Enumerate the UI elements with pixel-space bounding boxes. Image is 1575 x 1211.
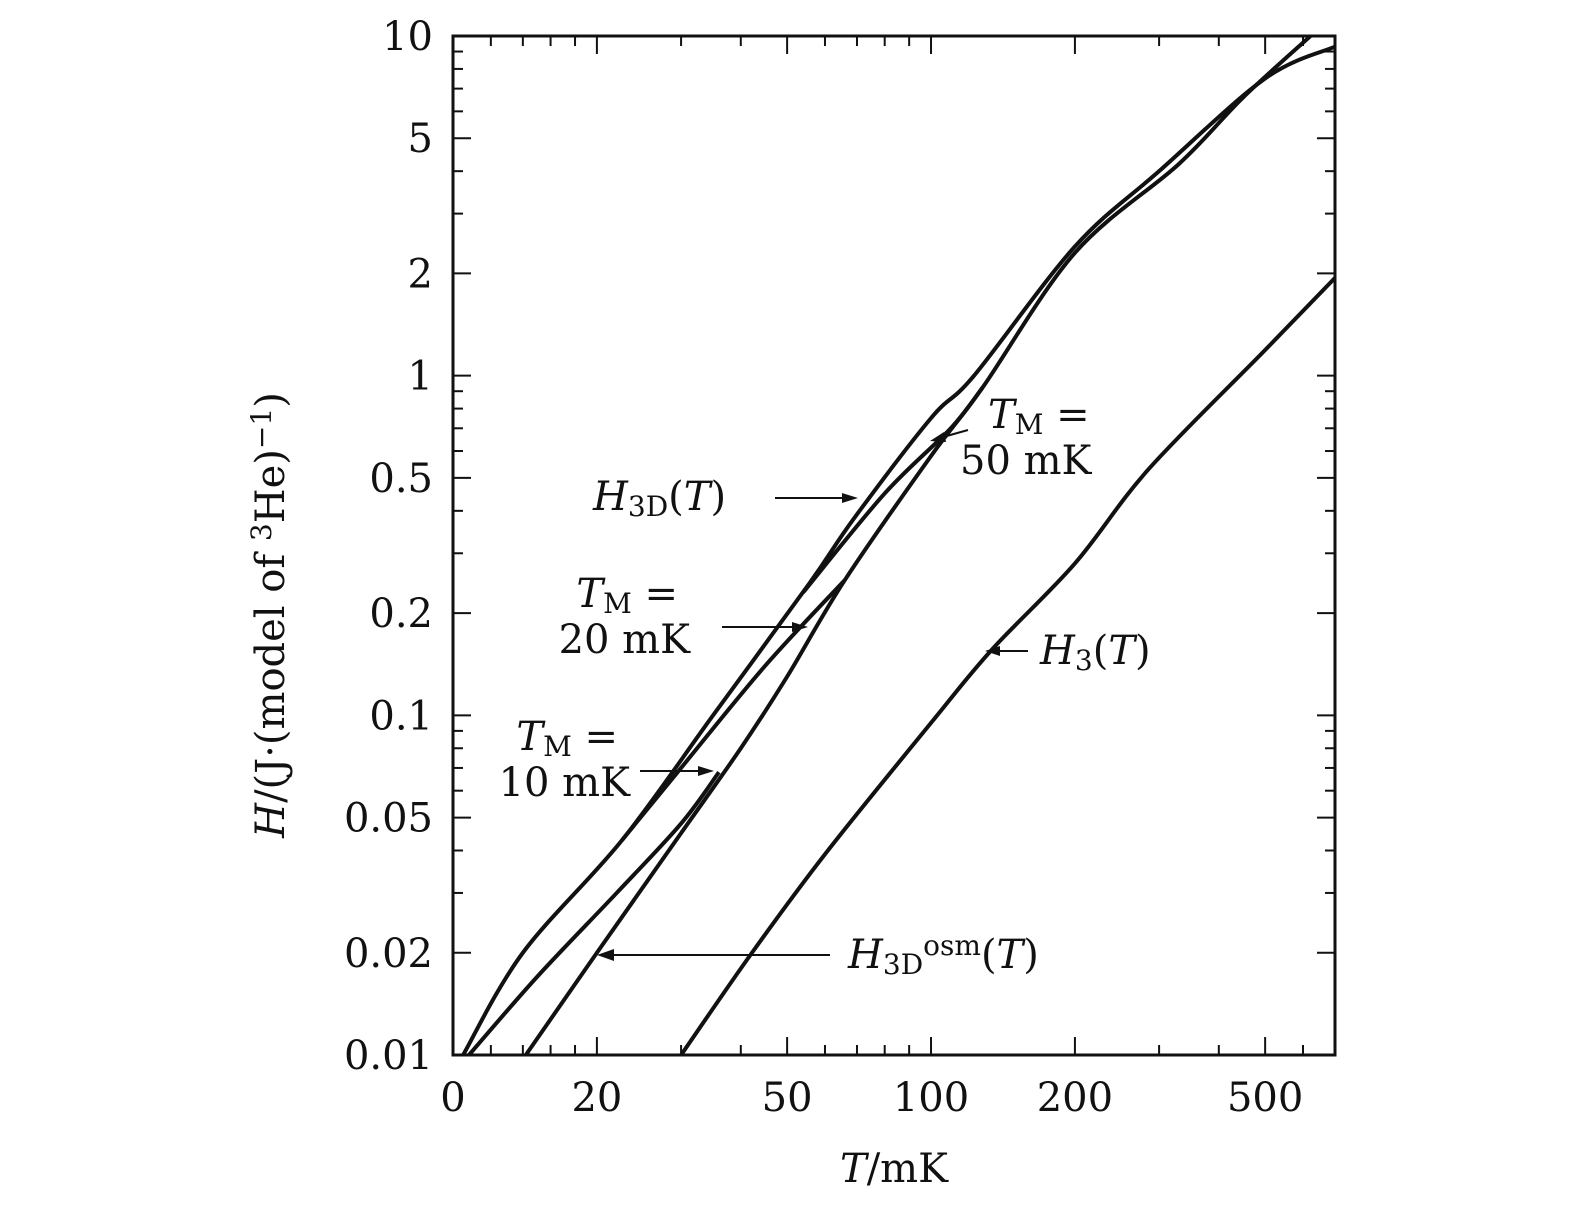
curve bbox=[467, 771, 721, 1055]
y-tick-label: 2 bbox=[408, 251, 433, 297]
x-tick-label: 500 bbox=[1227, 1075, 1303, 1121]
text-part: T bbox=[576, 571, 606, 617]
annotation: 50 mK bbox=[960, 438, 1093, 484]
text-part: H bbox=[592, 474, 629, 520]
x-axis-label: T/mK bbox=[840, 1146, 949, 1192]
text-part: 10 mK bbox=[499, 760, 632, 806]
text-part: 20 mK bbox=[559, 617, 692, 663]
x-tick-label: 200 bbox=[1037, 1075, 1113, 1121]
text-part: T bbox=[1108, 628, 1138, 674]
text-part: He) bbox=[248, 449, 294, 523]
text-part: M bbox=[1015, 408, 1044, 441]
arrow-head bbox=[698, 766, 714, 776]
text-part: = bbox=[1043, 392, 1089, 438]
annotation: TM = bbox=[988, 392, 1090, 441]
y-tick-label: 0.2 bbox=[369, 591, 433, 637]
text-part: 3 bbox=[1075, 644, 1093, 677]
text-part: ) bbox=[1135, 628, 1151, 674]
text-part: = bbox=[632, 571, 678, 617]
y-tick-label: 1 bbox=[408, 354, 433, 400]
text-part: = bbox=[572, 714, 618, 760]
text-part: T bbox=[988, 392, 1018, 438]
curve bbox=[524, 36, 1312, 1055]
text-part: M bbox=[543, 730, 572, 763]
text-part: T bbox=[684, 474, 714, 520]
y-tick-label: 0.02 bbox=[344, 931, 433, 977]
text-part: H bbox=[847, 932, 884, 978]
y-tick-label: 0.1 bbox=[369, 693, 433, 739]
text-part: 3D bbox=[628, 490, 668, 523]
curve bbox=[620, 578, 847, 842]
y-tick-label: 5 bbox=[408, 116, 433, 162]
text-part: 3D bbox=[883, 948, 923, 981]
text-part: H bbox=[1039, 628, 1076, 674]
y-tick-label: 10 bbox=[382, 14, 433, 60]
text-part: ( bbox=[1093, 628, 1109, 674]
text-part: M bbox=[603, 587, 632, 620]
y-tick-label: 0.5 bbox=[369, 456, 433, 502]
annotation: TM = bbox=[516, 714, 618, 763]
text-part: ) bbox=[248, 392, 294, 408]
plot-frame bbox=[451, 34, 1337, 1057]
text-part: T bbox=[997, 932, 1027, 978]
text-part: /mK bbox=[867, 1146, 949, 1192]
text-part: −1 bbox=[245, 408, 278, 449]
text-part: ) bbox=[1023, 932, 1039, 978]
text-part: osm bbox=[923, 929, 981, 962]
text-part: T bbox=[516, 714, 546, 760]
arrow-head bbox=[597, 949, 614, 961]
curve bbox=[801, 386, 984, 594]
text-part: ( bbox=[981, 932, 997, 978]
x-tick-label: 50 bbox=[762, 1075, 813, 1121]
annotation: 20 mK bbox=[559, 617, 692, 663]
arrow-head bbox=[842, 493, 858, 503]
x-tick-label: 100 bbox=[893, 1075, 969, 1121]
text-part: H bbox=[248, 802, 294, 839]
text-part: ) bbox=[710, 474, 726, 520]
annotation: H3(T) bbox=[1039, 628, 1151, 677]
text-part: /(J·(model of bbox=[248, 541, 294, 803]
x-tick-label: 0 bbox=[440, 1075, 465, 1121]
text-part: 3 bbox=[245, 523, 278, 541]
y-axis-label: H/(J·(model of 3He)−1) bbox=[245, 392, 294, 839]
curve bbox=[679, 276, 1335, 1055]
annotation: H3D(T) bbox=[592, 474, 726, 523]
text-part: ( bbox=[668, 474, 684, 520]
text-part: T bbox=[840, 1146, 870, 1192]
curve bbox=[461, 44, 1335, 1055]
annotation: TM = bbox=[576, 571, 678, 620]
y-tick-label: 0.05 bbox=[344, 796, 433, 842]
x-tick-label: 20 bbox=[571, 1075, 622, 1121]
annotation: 10 mK bbox=[499, 760, 632, 806]
annotation: H3Dosm(T) bbox=[847, 929, 1039, 981]
text-part: 50 mK bbox=[960, 438, 1093, 484]
y-tick-label: 0.01 bbox=[344, 1033, 433, 1079]
